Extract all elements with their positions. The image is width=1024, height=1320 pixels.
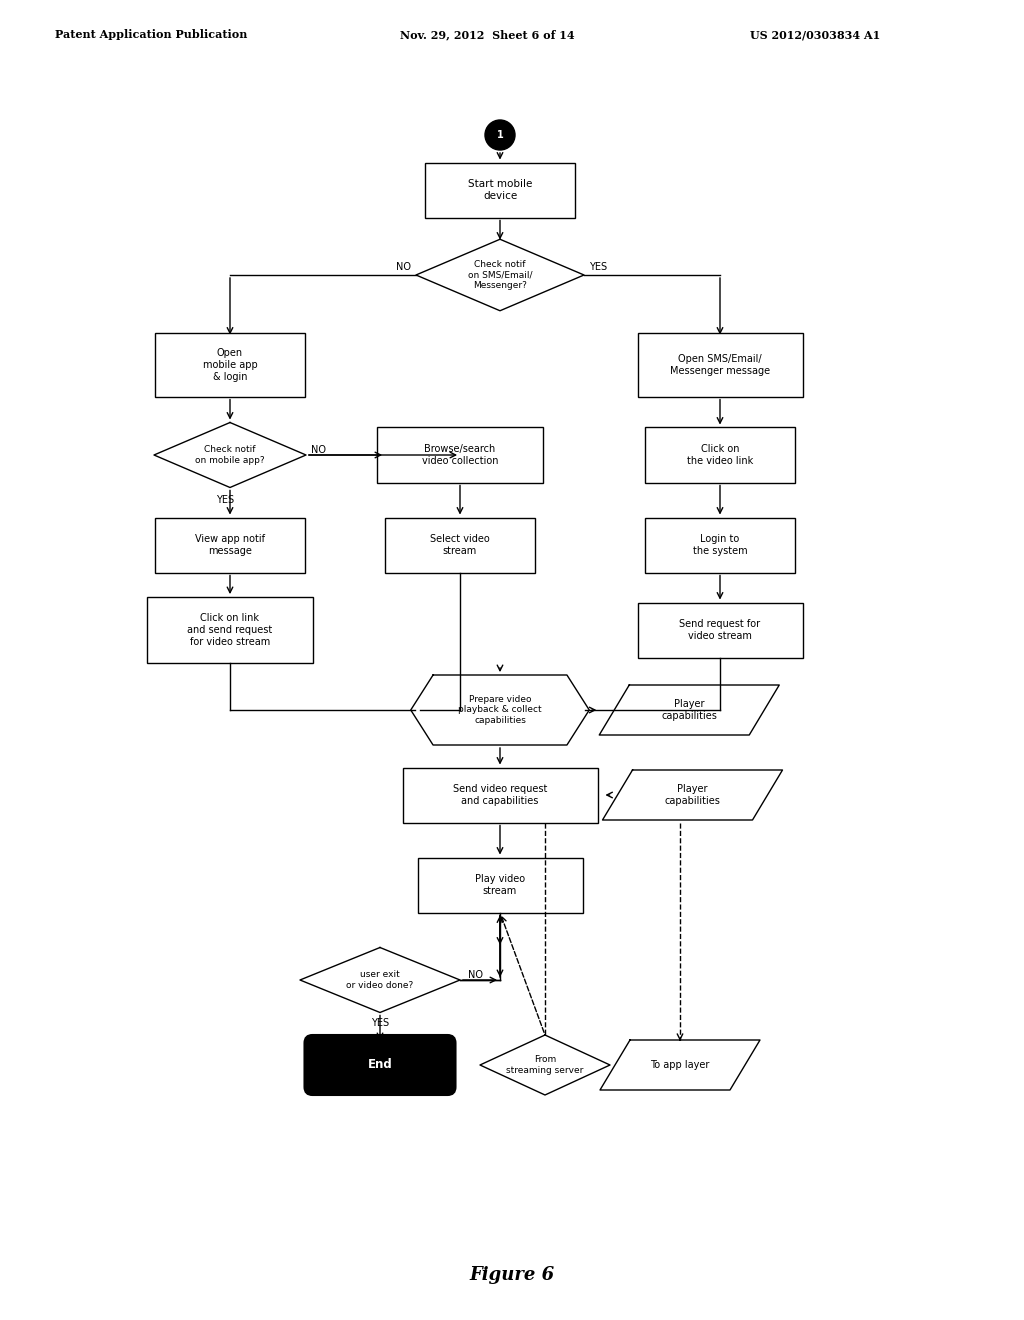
FancyBboxPatch shape [304,1035,456,1096]
Text: NO: NO [396,261,411,272]
FancyBboxPatch shape [645,428,795,483]
FancyBboxPatch shape [425,162,575,218]
Text: NO: NO [468,970,483,979]
Text: YES: YES [589,261,607,272]
Text: YES: YES [216,495,234,506]
Text: Prepare video
playback & collect
capabilities: Prepare video playback & collect capabil… [458,696,542,725]
Text: Play video
stream: Play video stream [475,874,525,896]
FancyBboxPatch shape [155,517,305,573]
Text: YES: YES [371,1019,389,1028]
Text: Login to
the system: Login to the system [692,535,748,556]
Text: Open SMS/Email/
Messenger message: Open SMS/Email/ Messenger message [670,354,770,376]
FancyBboxPatch shape [147,597,312,663]
Text: 1: 1 [497,129,504,140]
FancyBboxPatch shape [402,767,597,822]
Text: Select video
stream: Select video stream [430,535,489,556]
Text: Start mobile
device: Start mobile device [468,180,532,201]
FancyBboxPatch shape [385,517,535,573]
Text: To app layer: To app layer [650,1060,710,1071]
Text: Check notif
on SMS/Email/
Messenger?: Check notif on SMS/Email/ Messenger? [468,260,532,290]
Text: Browse/search
video collection: Browse/search video collection [422,445,499,466]
Text: Player
capabilities: Player capabilities [662,700,717,721]
Text: US 2012/0303834 A1: US 2012/0303834 A1 [750,29,881,41]
Text: Patent Application Publication: Patent Application Publication [55,29,248,41]
Text: Click on
the video link: Click on the video link [687,445,753,466]
FancyBboxPatch shape [155,334,305,396]
Text: End: End [368,1059,392,1072]
FancyBboxPatch shape [638,334,803,396]
Text: From
streaming server: From streaming server [506,1055,584,1074]
FancyBboxPatch shape [378,428,543,483]
Text: Click on link
and send request
for video stream: Click on link and send request for video… [187,614,272,647]
FancyBboxPatch shape [418,858,583,912]
Text: user exit
or video done?: user exit or video done? [346,970,414,990]
Circle shape [485,120,515,150]
Text: NO: NO [311,445,326,455]
FancyBboxPatch shape [645,517,795,573]
Text: Open
mobile app
& login: Open mobile app & login [203,348,257,381]
Text: Player
capabilities: Player capabilities [665,784,721,805]
Text: Send request for
video stream: Send request for video stream [680,619,761,640]
Text: Send video request
and capabilities: Send video request and capabilities [453,784,547,805]
Text: View app notif
message: View app notif message [195,535,265,556]
Text: Check notif
on mobile app?: Check notif on mobile app? [196,445,265,465]
Text: Figure 6: Figure 6 [469,1266,555,1284]
Text: Nov. 29, 2012  Sheet 6 of 14: Nov. 29, 2012 Sheet 6 of 14 [400,29,574,41]
FancyBboxPatch shape [638,602,803,657]
